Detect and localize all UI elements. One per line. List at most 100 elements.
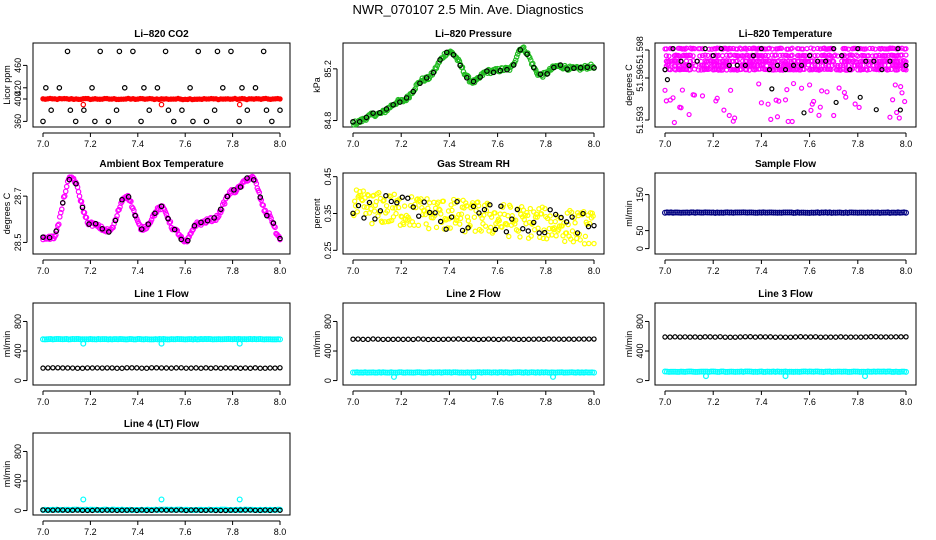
- data-point: [552, 218, 558, 225]
- data-point: [484, 68, 490, 74]
- y-tick-label: 460: [13, 58, 23, 73]
- data-point: [677, 334, 683, 340]
- data-point: [806, 52, 813, 59]
- data-point: [406, 216, 412, 222]
- data-point: [148, 336, 155, 343]
- data-point: [510, 62, 517, 68]
- data-point: [784, 87, 790, 93]
- data-point: [187, 85, 193, 91]
- data-point: [746, 67, 752, 73]
- data-point: [827, 334, 834, 340]
- data-point: [772, 209, 779, 216]
- y-tick-label: 0: [323, 378, 333, 383]
- data-point: [382, 219, 388, 225]
- data-point: [264, 212, 270, 219]
- data-point: [695, 67, 702, 73]
- data-point: [544, 71, 550, 77]
- data-point: [738, 66, 744, 72]
- x-tick-label: 7.8: [226, 266, 239, 276]
- data-point: [56, 85, 63, 91]
- data-point: [774, 62, 781, 69]
- data-point: [902, 209, 909, 216]
- data-point: [663, 46, 669, 52]
- data-point: [777, 334, 784, 340]
- data-point: [178, 336, 185, 343]
- data-point: [510, 369, 517, 376]
- data-point: [438, 369, 445, 376]
- data-point: [762, 52, 769, 58]
- data-point: [838, 334, 844, 340]
- data-point: [466, 369, 473, 376]
- x-tick-label: 8.0: [900, 397, 913, 407]
- data-marks: [350, 187, 597, 247]
- y-tick-label: 400: [13, 344, 23, 359]
- data-point: [760, 368, 767, 375]
- data-point: [782, 66, 789, 73]
- data-point: [903, 62, 909, 69]
- data-point: [831, 112, 837, 119]
- data-point: [265, 336, 272, 343]
- data-point: [742, 209, 749, 216]
- data-point: [213, 507, 219, 514]
- data-point: [776, 368, 783, 375]
- data-point: [413, 204, 419, 211]
- chart-line4: Line 4 (LT) Flow 7.0 7.2 7.4 7.6 7.8 8.0 0 400 80…: [2, 419, 291, 537]
- data-point: [376, 109, 383, 116]
- data-point: [714, 368, 721, 375]
- data-point: [766, 66, 773, 73]
- data-point: [792, 334, 799, 340]
- data-point: [585, 223, 592, 230]
- data-point: [109, 507, 115, 513]
- data-point: [444, 369, 451, 376]
- x-tick-label: 7.6: [491, 397, 504, 407]
- data-point: [65, 336, 72, 343]
- data-point: [454, 199, 460, 205]
- data-point: [445, 336, 452, 342]
- data-point: [691, 92, 698, 98]
- plot-frame: [654, 42, 917, 128]
- data-point: [862, 373, 869, 380]
- data-point: [694, 209, 701, 216]
- data-point: [435, 336, 442, 343]
- data-point: [716, 209, 723, 216]
- data-point: [663, 53, 669, 59]
- data-point: [83, 336, 90, 343]
- data-point: [55, 507, 61, 513]
- data-point: [832, 62, 838, 68]
- data-point: [497, 67, 504, 74]
- data-point: [444, 216, 450, 222]
- data-point: [679, 87, 686, 93]
- data-point: [561, 220, 567, 226]
- data-point: [801, 66, 807, 72]
- data-point: [77, 336, 84, 343]
- data-point: [236, 340, 243, 347]
- data-point: [678, 105, 684, 111]
- data-point: [670, 95, 676, 101]
- data-point: [874, 368, 881, 375]
- data-point: [153, 507, 160, 513]
- data-point: [682, 334, 688, 340]
- data-point: [456, 369, 463, 376]
- x-tick-label: 7.4: [755, 266, 768, 276]
- y-tick-label: 0: [13, 378, 23, 383]
- data-point: [57, 336, 64, 343]
- data-point: [128, 198, 134, 205]
- data-point: [702, 209, 709, 216]
- data-point: [866, 368, 873, 375]
- data-point: [45, 365, 51, 371]
- data-point: [89, 85, 95, 91]
- y-tick-label: 800: [13, 444, 23, 459]
- chart-title: Li–820 Temperature: [739, 29, 833, 40]
- data-point: [726, 368, 733, 375]
- x-tick-label: 7.0: [347, 266, 360, 276]
- data-point: [141, 85, 147, 91]
- data-point: [773, 52, 779, 58]
- data-point: [267, 507, 273, 514]
- data-point: [75, 188, 82, 195]
- data-point: [841, 89, 848, 96]
- data-point: [816, 368, 823, 375]
- data-point: [847, 66, 853, 73]
- data-point: [674, 209, 681, 216]
- data-point: [839, 52, 845, 59]
